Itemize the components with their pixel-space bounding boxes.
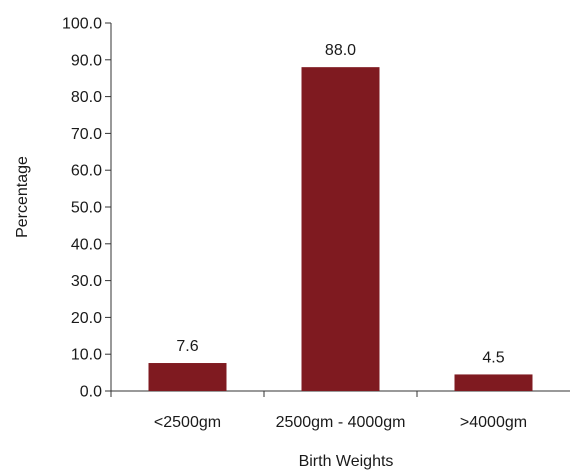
bars [148,67,533,391]
bar-data-label: 4.5 [482,349,504,366]
bar [148,363,227,391]
x-axis-title: Birth Weights [299,453,394,470]
y-tick-label: 10.0 [71,347,102,364]
y-axis-title: Percentage [14,156,31,238]
y-tick-label: 100.0 [62,16,102,33]
data-labels: 7.6 88.0 4.5 [176,42,504,366]
y-tick-label: 20.0 [71,310,102,327]
bar [454,374,533,391]
category-labels: <2500gm 2500gm - 4000gm >4000gm [110,391,527,431]
y-tick-label: 30.0 [71,273,102,290]
x-category-label: >4000gm [460,414,527,431]
x-category-label: <2500gm [154,414,221,431]
y-ticks: 0.0 10.0 20.0 30.0 40.0 50.0 60.0 70.0 80.0 90.0 1… [62,16,111,401]
y-tick-label: 70.0 [71,126,102,143]
y-tick-label: 80.0 [71,89,102,106]
x-category-label: 2500gm - 4000gm [276,414,406,431]
y-tick-label: 90.0 [71,52,102,69]
y-tick-label: 0.0 [80,384,102,401]
bar-data-label: 88.0 [325,42,356,59]
y-tick-label: 60.0 [71,163,102,180]
y-tick-label: 50.0 [71,200,102,217]
y-tick-label: 40.0 [71,236,102,253]
bar [301,67,380,391]
bar-data-label: 7.6 [176,338,198,355]
